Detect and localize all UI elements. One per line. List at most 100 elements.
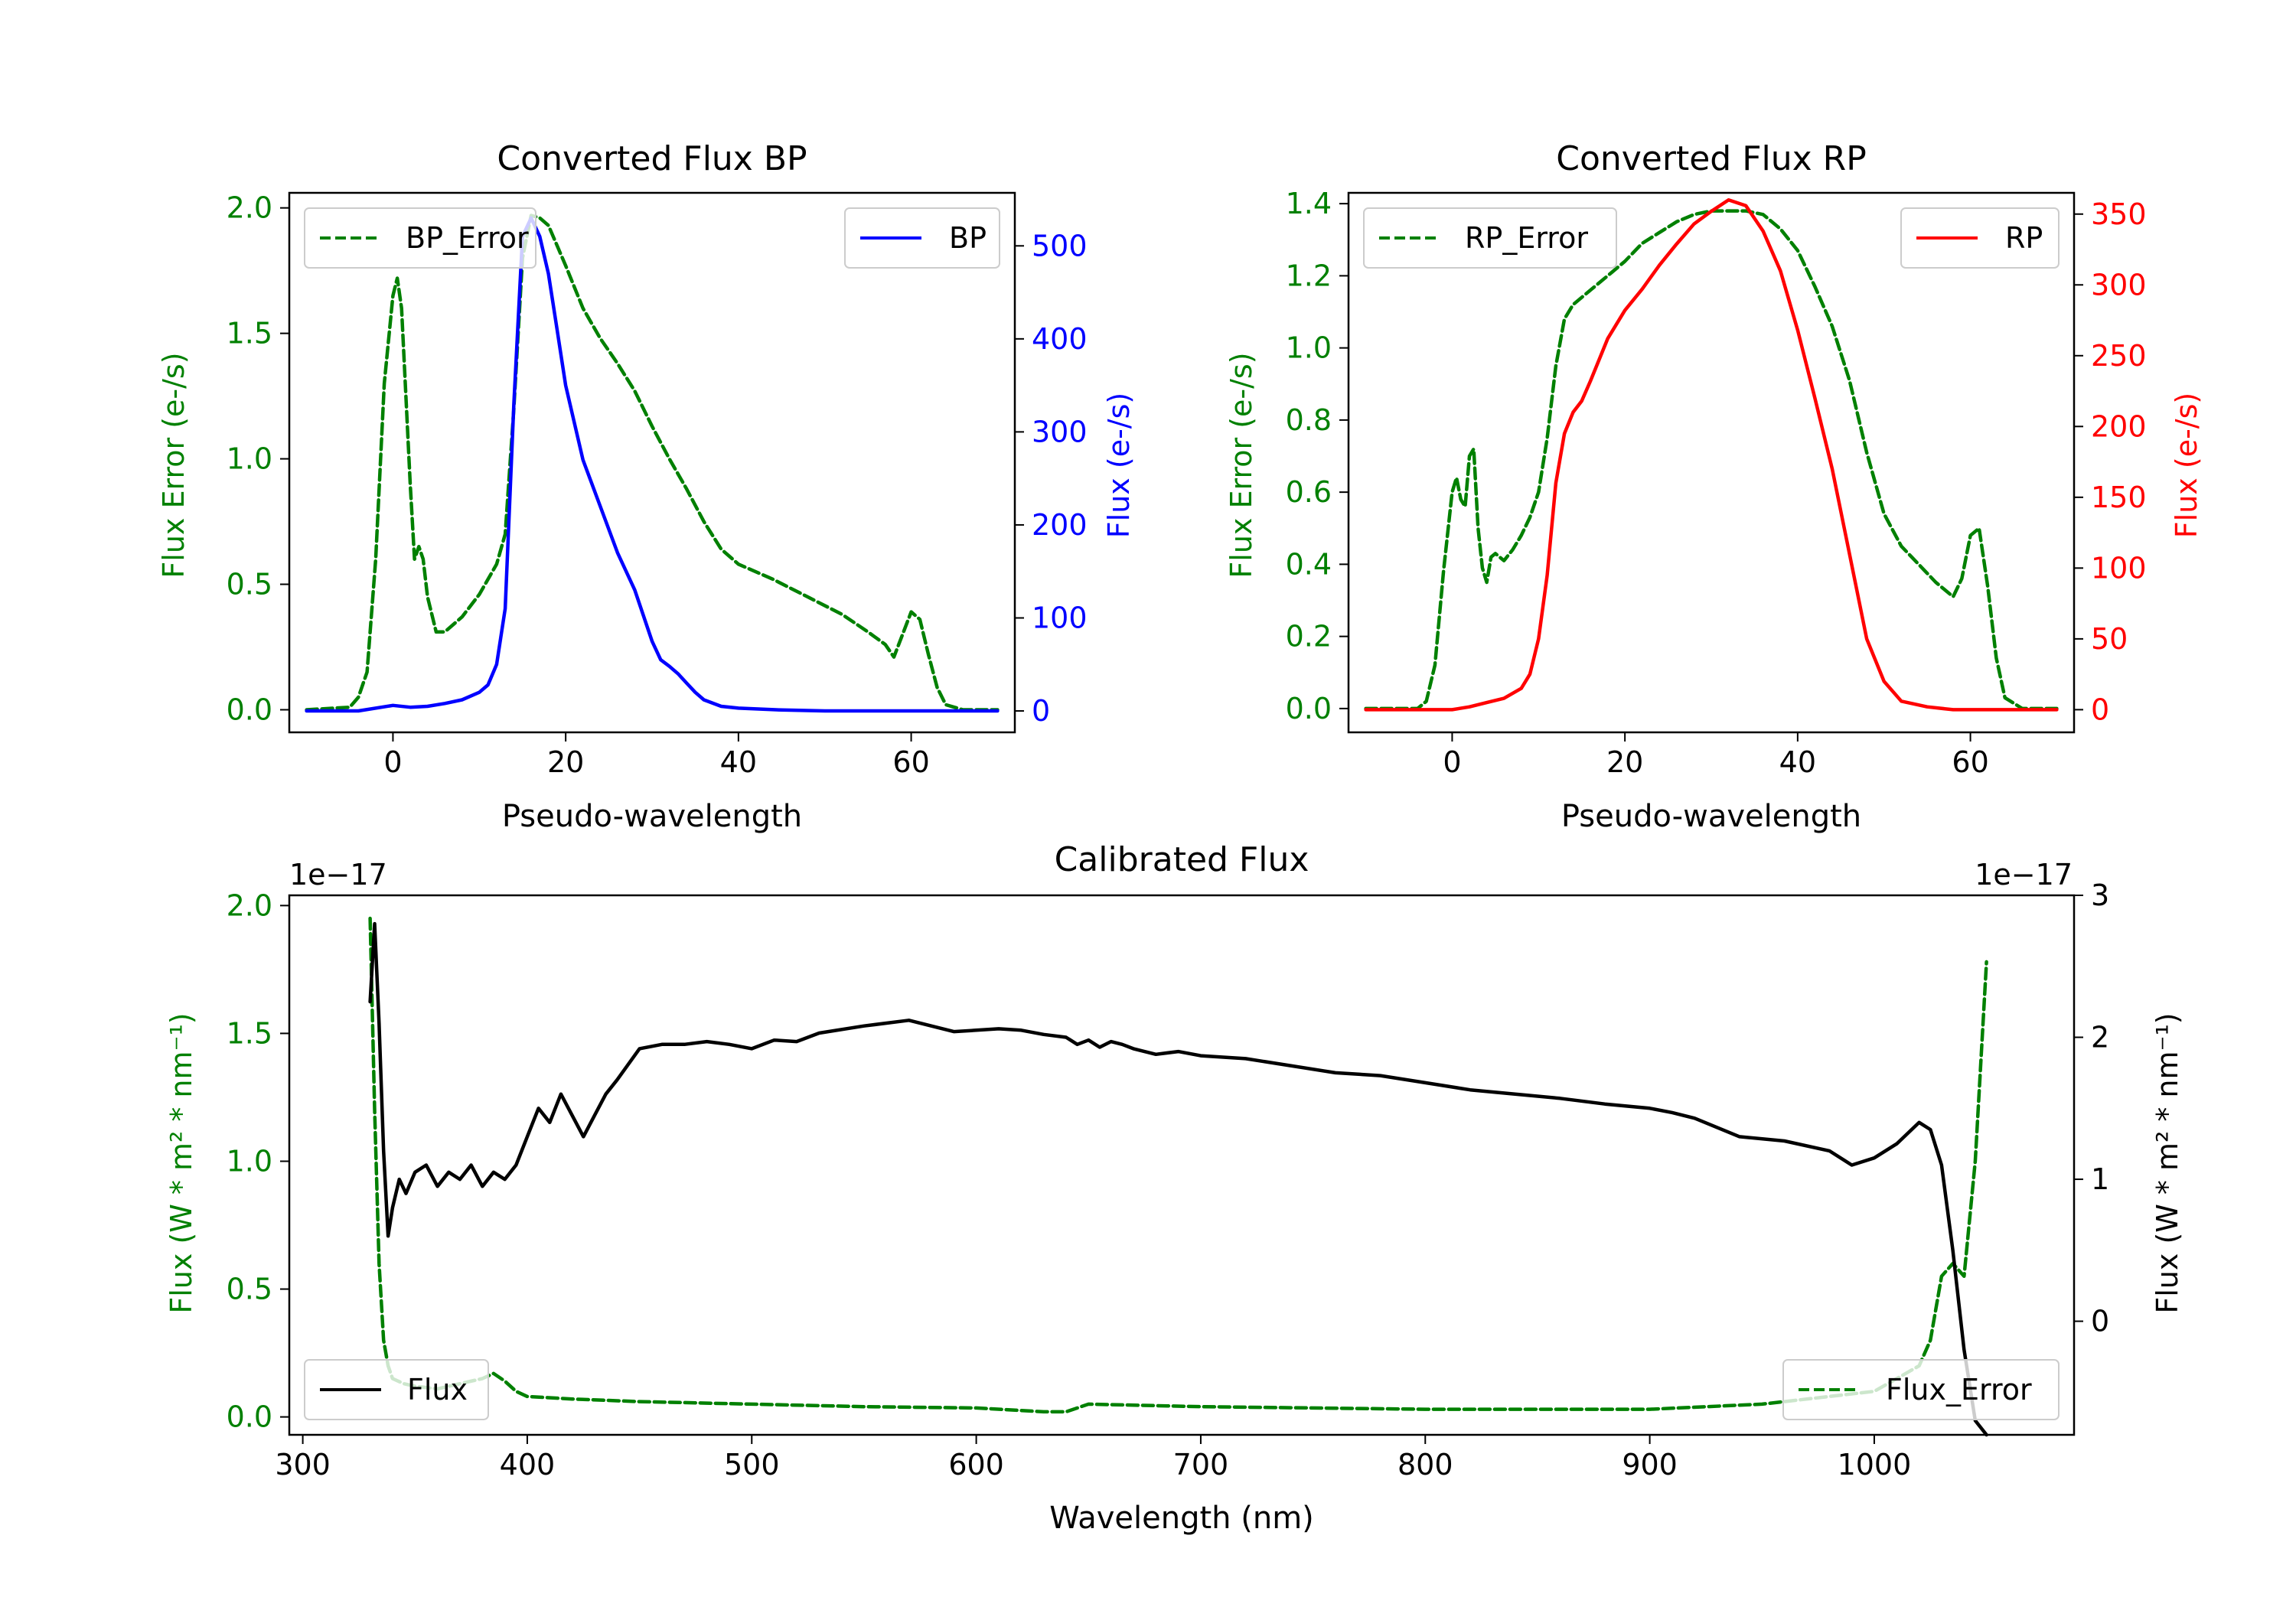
y-tick-label-right: 200 [1032, 508, 1088, 542]
y-tick-label-left: 0.4 [1286, 547, 1332, 581]
y-tick-label-right: 150 [2091, 481, 2147, 514]
x-tick-label: 1000 [1838, 1448, 1912, 1482]
x-tick-label: 40 [1779, 745, 1816, 779]
legend-frame [1363, 207, 1617, 269]
y-offset-left: 1e−17 [289, 858, 387, 892]
plot-lines [1364, 198, 2059, 712]
chart-calibrated: Calibrated Flux Wavelength (nm) Flux (W … [165, 840, 2184, 1536]
axis-ticks: 300 400 500 600 700 800 900 1000 0.0 0.5 1.0 1.5 2.0… [227, 878, 2110, 1482]
legend-frame [1900, 207, 2060, 269]
x-tick-label: 0 [383, 745, 402, 779]
x-tick-label: 500 [724, 1448, 780, 1482]
x-tick-label: 60 [892, 745, 929, 779]
y-tick-label-left: 1.4 [1286, 187, 1332, 220]
axis-ticks: 0 20 40 60 0.0 0.2 0.4 0.6 0.8 1.0 1.2 1.4 0 50 100 150… [1286, 187, 2147, 779]
plot-frame [288, 894, 2076, 1436]
y-tick-label-left: 1.2 [1286, 259, 1332, 292]
y-tick-label-left: 0.6 [1286, 475, 1332, 509]
legend-label: BP_Error [406, 221, 529, 255]
legend-frame [1782, 1359, 2060, 1420]
chart-bp: Converted Flux BP Pseudo-wavelength Flux… [157, 139, 1136, 834]
y-tick-label-right: 300 [2091, 268, 2147, 302]
x-tick-label: 20 [1606, 745, 1643, 779]
series-line-bp-error [305, 214, 1000, 712]
legend-right: RP [1900, 207, 2060, 269]
y-tick-label-right: 50 [2091, 622, 2128, 656]
y-axis-label-right: Flux (e-/s) [1102, 393, 1136, 538]
y-tick-label-left: 1.5 [227, 1016, 272, 1050]
y-tick-label-left: 0.0 [1286, 692, 1332, 725]
legend-frame [844, 207, 1000, 269]
legend-frame [304, 207, 536, 269]
y-tick-label-right: 400 [1032, 322, 1088, 356]
legend-label: RP [2005, 221, 2043, 255]
y-tick-label-right: 2 [2091, 1021, 2109, 1054]
plot-frame [288, 191, 1016, 734]
y-tick-label-right: 100 [2091, 551, 2147, 585]
y-tick-label-left: 0.8 [1286, 403, 1332, 437]
y-tick-label-right: 0 [2091, 1305, 2109, 1338]
x-tick-label: 300 [275, 1448, 331, 1482]
legend-left: RP_Error [1363, 207, 1617, 269]
y-tick-label-right: 200 [2091, 409, 2147, 443]
x-tick-label: 900 [1622, 1448, 1678, 1482]
y-axis-label-left: Flux (W * m² * nm⁻¹) [165, 1012, 198, 1313]
y-tick-label-right: 250 [2091, 339, 2147, 373]
legend-frame [304, 1359, 489, 1420]
y-tick-label-left: 1.0 [227, 1144, 272, 1178]
x-tick-label: 400 [500, 1448, 556, 1482]
x-tick-label: 60 [1952, 745, 1988, 779]
x-axis-label: Wavelength (nm) [1049, 1501, 1314, 1536]
y-tick-label-left: 0.2 [1286, 620, 1332, 654]
legend-label: Flux [407, 1373, 468, 1407]
chart-title: Converted Flux RP [1556, 139, 1867, 178]
y-axis-label-left: Flux Error (e-/s) [1225, 352, 1258, 578]
legend-label: Flux_Error [1886, 1373, 2032, 1407]
series-line-rp-error [1364, 209, 2059, 711]
chart-title: Converted Flux BP [497, 139, 807, 178]
x-tick-label: 600 [948, 1448, 1004, 1482]
series-line-bp [305, 216, 1000, 713]
y-axis-label-right: Flux (e-/s) [2170, 393, 2203, 538]
y-tick-label-right: 0 [2091, 693, 2109, 726]
legend-right: Flux_Error [1782, 1359, 2060, 1420]
y-tick-label-left: 1.5 [227, 317, 272, 350]
x-tick-label: 20 [547, 745, 584, 779]
y-axis-label-left: Flux Error (e-/s) [157, 352, 191, 578]
y-tick-label-right: 3 [2091, 878, 2109, 912]
legend-label: BP [949, 221, 987, 255]
plot-lines [305, 214, 1000, 713]
y-tick-label-right: 500 [1032, 229, 1088, 262]
y-tick-label-left: 2.0 [227, 191, 272, 225]
y-tick-label-left: 0.0 [227, 1400, 272, 1434]
chart-rp: Converted Flux RP Pseudo-wavelength Flux… [1225, 139, 2203, 834]
x-axis-label: Pseudo-wavelength [502, 799, 802, 834]
y-tick-label-left: 0.0 [227, 693, 272, 726]
x-tick-label: 40 [720, 745, 757, 779]
legend-label: RP_Error [1465, 221, 1588, 255]
chart-title: Calibrated Flux [1055, 840, 1309, 879]
y-tick-label-right: 0 [1032, 694, 1050, 728]
x-tick-label: 800 [1397, 1448, 1453, 1482]
plot-frame [1347, 191, 2076, 734]
y-tick-label-right: 350 [2091, 197, 2147, 231]
legend-left: Flux [304, 1359, 489, 1420]
series-line-flux [368, 921, 1988, 1437]
x-axis-label: Pseudo-wavelength [1561, 799, 1861, 834]
x-tick-label: 0 [1443, 745, 1461, 779]
y-tick-label-left: 0.5 [227, 568, 272, 601]
y-tick-label-right: 100 [1032, 601, 1088, 634]
y-axis-label-right: Flux (W * m² * nm⁻¹) [2151, 1012, 2184, 1313]
y-tick-label-left: 0.5 [227, 1273, 272, 1306]
y-tick-label-left: 1.0 [1286, 331, 1332, 365]
legend-left: BP_Error [304, 207, 536, 269]
y-tick-label-left: 2.0 [227, 888, 272, 922]
y-tick-label-right: 1 [2091, 1162, 2109, 1196]
legend-right: BP [844, 207, 1000, 269]
y-tick-label-right: 300 [1032, 415, 1088, 448]
y-tick-label-left: 1.0 [227, 442, 272, 476]
series-line-rp [1364, 198, 2059, 712]
axis-ticks: 0 20 40 60 0.0 0.5 1.0 1.5 2.0 0 100 200 300 400 500 [227, 191, 1088, 779]
y-offset-right: 1e−17 [1975, 858, 2073, 892]
